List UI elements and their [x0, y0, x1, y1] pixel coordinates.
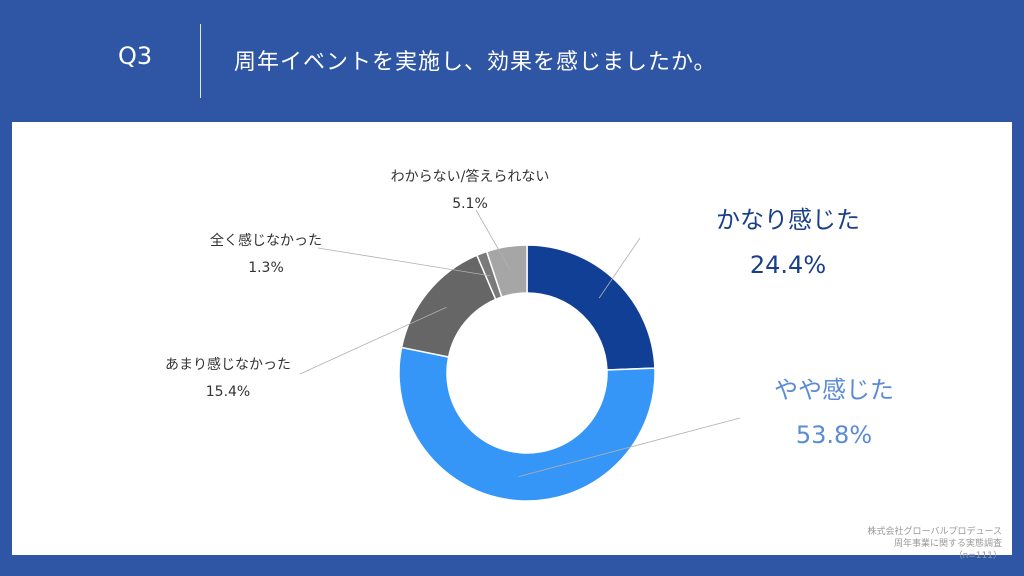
label-wakaranai: わからない/答えられない 5.1%	[370, 166, 570, 212]
slice-amari	[400, 254, 497, 358]
label-mattaku: 全く感じなかった 1.3%	[196, 230, 336, 276]
source-line-1: 株式会社グローバルプロデュース	[867, 527, 1002, 537]
label-yaya-name: やや感じた	[774, 376, 894, 404]
label-amari-value: 15.4%	[205, 384, 251, 400]
label-yaya-value: 53.8%	[795, 421, 873, 449]
leader-kanari	[598, 237, 641, 299]
leader-yaya	[518, 417, 741, 478]
leader-wakaranai	[475, 209, 511, 271]
leader-mattaku	[317, 247, 491, 277]
label-amari-name: あまり感じなかった	[165, 357, 291, 373]
question-title: 周年イベントを実施し、効果を感じましたか。	[234, 50, 717, 75]
question-number: Q3	[118, 42, 153, 70]
label-wakaranai-name: わからない/答えられない	[390, 169, 550, 185]
source-note: 株式会社グローバルプロデュース 周年事業に関する実態調査 （n=111）	[868, 526, 1002, 562]
slice-wakaranai	[485, 244, 528, 299]
source-line-3: （n=111）	[953, 551, 1002, 561]
source-line-2: 周年事業に関する実態調査	[893, 539, 1002, 549]
slice-yaya	[398, 346, 656, 502]
leader-amari	[299, 306, 447, 375]
label-kanari-name: かなり感じた	[716, 206, 860, 234]
label-wakaranai-value: 5.1%	[452, 196, 488, 212]
slice-kanari	[526, 244, 656, 371]
label-kanari: かなり感じた 24.4%	[700, 200, 876, 279]
header-divider	[200, 24, 201, 98]
label-mattaku-value: 1.3%	[248, 260, 284, 276]
label-kanari-value: 24.4%	[749, 251, 827, 279]
label-amari: あまり感じなかった 15.4%	[150, 354, 306, 400]
label-yaya: やや感じた 53.8%	[752, 370, 916, 449]
label-mattaku-name: 全く感じなかった	[210, 233, 322, 249]
